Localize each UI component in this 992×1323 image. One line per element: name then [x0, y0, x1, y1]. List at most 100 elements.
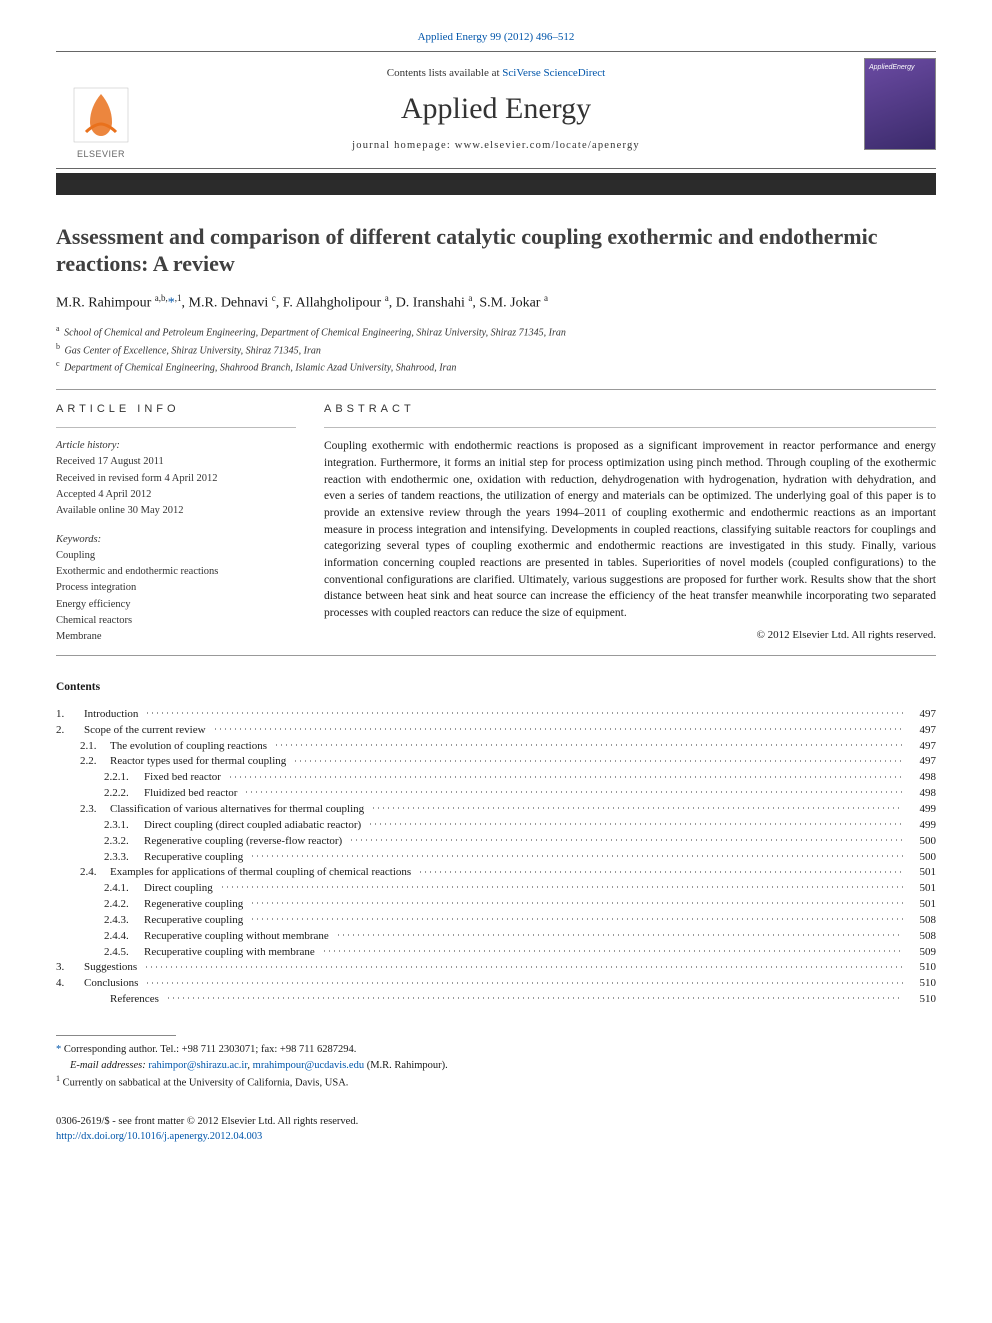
toc-title: References	[110, 992, 163, 1007]
email-link[interactable]: rahimpor@shirazu.ac.ir	[148, 1060, 247, 1071]
toc-page: 510	[906, 976, 936, 991]
homepage-url[interactable]: www.elsevier.com/locate/apenergy	[455, 140, 640, 151]
affiliations: a School of Chemical and Petroleum Engin…	[56, 323, 936, 375]
short-divider	[324, 427, 936, 428]
toc-row[interactable]: 2.3.3.Recuperative coupling500	[56, 849, 936, 865]
keyword: Process integration	[56, 580, 296, 596]
front-matter-line: 0306-2619/$ - see front matter © 2012 El…	[56, 1114, 936, 1130]
toc-number: 3.	[56, 960, 84, 975]
abstract-heading: ABSTRACT	[324, 402, 936, 417]
toc-page: 510	[906, 960, 936, 975]
corresponding-author-note: * Corresponding author. Tel.: +98 711 23…	[56, 1042, 936, 1058]
history-line: Received in revised form 4 April 2012	[56, 471, 296, 487]
toc-row[interactable]: 2.3.2.Regenerative coupling (reverse-flo…	[56, 833, 936, 849]
keyword: Membrane	[56, 629, 296, 645]
doi-link[interactable]: http://dx.doi.org/10.1016/j.apenergy.201…	[56, 1131, 262, 1142]
toc-number: 4.	[56, 976, 84, 991]
toc-row[interactable]: 2.2.2.Fluidized bed reactor498	[56, 785, 936, 801]
keyword: Exothermic and endothermic reactions	[56, 564, 296, 580]
toc-row[interactable]: 2.4.5.Recuperative coupling with membran…	[56, 944, 936, 960]
keyword: Chemical reactors	[56, 613, 296, 629]
toc-title: Fixed bed reactor	[144, 770, 225, 785]
toc-leader-dots	[220, 880, 903, 891]
toc-leader-dots	[349, 833, 903, 844]
footnotes: * Corresponding author. Tel.: +98 711 23…	[56, 1035, 936, 1092]
toc-page: 508	[906, 913, 936, 928]
toc-row[interactable]: 2.4.Examples for applications of thermal…	[56, 864, 936, 880]
toc-row[interactable]: 2.3.1.Direct coupling (direct coupled ad…	[56, 817, 936, 833]
citation-link[interactable]: Applied Energy 99 (2012) 496–512	[418, 31, 575, 43]
toc-leader-dots	[145, 975, 903, 986]
toc-row[interactable]: 2.2.1.Fixed bed reactor498	[56, 769, 936, 785]
sciencedirect-link[interactable]: SciVerse ScienceDirect	[502, 67, 605, 79]
keyword: Energy efficiency	[56, 597, 296, 613]
affiliation-line: c Department of Chemical Engineering, Sh…	[56, 358, 936, 375]
toc-title: Reactor types used for thermal coupling	[110, 754, 290, 769]
toc-leader-dots	[418, 864, 903, 875]
toc-number: 2.2.	[56, 754, 110, 769]
toc-row[interactable]: 2.Scope of the current review497	[56, 722, 936, 738]
history-lines: Received 17 August 2011Received in revis…	[56, 454, 296, 519]
contents-available-line: Contents lists available at SciVerse Sci…	[146, 66, 846, 81]
toc-number: 2.2.1.	[56, 770, 144, 785]
toc-leader-dots	[322, 944, 903, 955]
toc-row[interactable]: 2.4.2.Regenerative coupling501	[56, 896, 936, 912]
toc-row[interactable]: 2.4.4.Recuperative coupling without memb…	[56, 928, 936, 944]
toc-leader-dots	[293, 753, 903, 764]
toc-number: 2.3.3.	[56, 850, 144, 865]
toc-page: 499	[906, 802, 936, 817]
toc-leader-dots	[145, 706, 903, 717]
contents-heading: Contents	[56, 680, 936, 696]
toc-leader-dots	[144, 959, 903, 970]
toc-page: 510	[906, 992, 936, 1007]
history-line: Received 17 August 2011	[56, 454, 296, 470]
toc-row[interactable]: 2.2.Reactor types used for thermal coupl…	[56, 753, 936, 769]
toc-row[interactable]: 2.4.1.Direct coupling501	[56, 880, 936, 896]
journal-name: Applied Energy	[146, 89, 846, 130]
email-line: E-mail addresses: rahimpor@shirazu.ac.ir…	[56, 1058, 936, 1074]
email-link[interactable]: mrahimpour@ucdavis.edu	[253, 1060, 364, 1071]
toc-page: 501	[906, 865, 936, 880]
table-of-contents: 1.Introduction4972.Scope of the current …	[56, 706, 936, 1007]
keywords-label: Keywords:	[56, 532, 296, 548]
toc-title: The evolution of coupling reactions	[110, 739, 271, 754]
toc-row[interactable]: 2.1.The evolution of coupling reactions4…	[56, 738, 936, 754]
toc-row[interactable]: 1.Introduction497	[56, 706, 936, 722]
toc-row[interactable]: 2.3.Classification of various alternativ…	[56, 801, 936, 817]
toc-row[interactable]: References 510	[56, 991, 936, 1007]
toc-row[interactable]: 3.Suggestions510	[56, 959, 936, 975]
article-info-block: Article history: Received 17 August 2011…	[56, 438, 296, 645]
toc-page: 497	[906, 707, 936, 722]
publisher-name: ELSEVIER	[77, 149, 125, 159]
history-line: Available online 30 May 2012	[56, 503, 296, 519]
elsevier-logo: ELSEVIER	[56, 52, 146, 168]
toc-title: Fluidized bed reactor	[144, 786, 241, 801]
history-label: Article history:	[56, 438, 296, 454]
toc-leader-dots	[213, 722, 903, 733]
toc-title: Scope of the current review	[84, 723, 210, 738]
abstract-text: Coupling exothermic with endothermic rea…	[324, 438, 936, 621]
affiliation-line: b Gas Center of Excellence, Shiraz Unive…	[56, 341, 936, 358]
article-title: Assessment and comparison of different c…	[56, 223, 936, 278]
toc-row[interactable]: 4.Conclusions510	[56, 975, 936, 991]
article-info-heading: ARTICLE INFO	[56, 402, 296, 417]
toc-number: 2.4.5.	[56, 945, 144, 960]
toc-number: 1.	[56, 707, 84, 722]
toc-page: 499	[906, 818, 936, 833]
citation-line: Applied Energy 99 (2012) 496–512	[56, 30, 936, 45]
toc-number: 2.3.1.	[56, 818, 144, 833]
toc-page: 497	[906, 754, 936, 769]
toc-row[interactable]: 2.4.3.Recuperative coupling508	[56, 912, 936, 928]
toc-leader-dots	[274, 738, 903, 749]
toc-title: Recuperative coupling	[144, 850, 247, 865]
toc-leader-dots	[371, 801, 903, 812]
toc-title: Regenerative coupling	[144, 897, 247, 912]
toc-page: 500	[906, 834, 936, 849]
banner-blackbar	[56, 173, 936, 195]
toc-leader-dots	[250, 896, 903, 907]
toc-page: 497	[906, 723, 936, 738]
toc-number: 2.4.4.	[56, 929, 144, 944]
keyword-lines: CouplingExothermic and endothermic react…	[56, 548, 296, 646]
toc-page: 509	[906, 945, 936, 960]
short-divider	[56, 427, 296, 428]
